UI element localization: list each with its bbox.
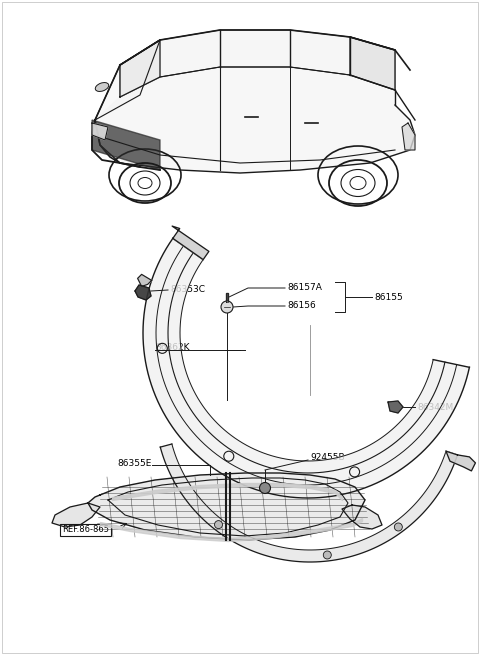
Ellipse shape	[96, 83, 108, 92]
Polygon shape	[52, 503, 100, 527]
Circle shape	[260, 483, 271, 493]
Polygon shape	[388, 401, 403, 413]
Polygon shape	[135, 285, 151, 300]
Text: 92455B: 92455B	[310, 453, 345, 462]
Polygon shape	[402, 123, 415, 150]
Circle shape	[395, 523, 402, 531]
Circle shape	[324, 551, 331, 559]
Polygon shape	[342, 505, 382, 529]
Polygon shape	[92, 120, 160, 170]
Polygon shape	[350, 37, 395, 90]
Circle shape	[221, 301, 233, 313]
Circle shape	[215, 521, 223, 529]
Polygon shape	[88, 473, 365, 540]
Polygon shape	[226, 293, 228, 302]
Polygon shape	[160, 444, 457, 562]
Text: 86157A: 86157A	[287, 284, 322, 293]
Text: 86342M: 86342M	[417, 403, 453, 411]
Text: REF.86-865: REF.86-865	[62, 525, 109, 534]
Polygon shape	[120, 40, 160, 97]
Polygon shape	[92, 123, 108, 140]
Polygon shape	[143, 238, 469, 498]
Polygon shape	[120, 30, 395, 97]
Polygon shape	[95, 40, 160, 120]
Polygon shape	[446, 451, 475, 471]
Text: 86353C: 86353C	[170, 286, 205, 295]
Polygon shape	[138, 274, 152, 286]
Text: 86155: 86155	[374, 293, 403, 301]
Text: 86355E: 86355E	[118, 458, 152, 468]
Text: 86156: 86156	[287, 301, 316, 310]
Polygon shape	[95, 67, 415, 173]
Text: 86362K: 86362K	[155, 343, 190, 352]
Polygon shape	[172, 226, 209, 259]
